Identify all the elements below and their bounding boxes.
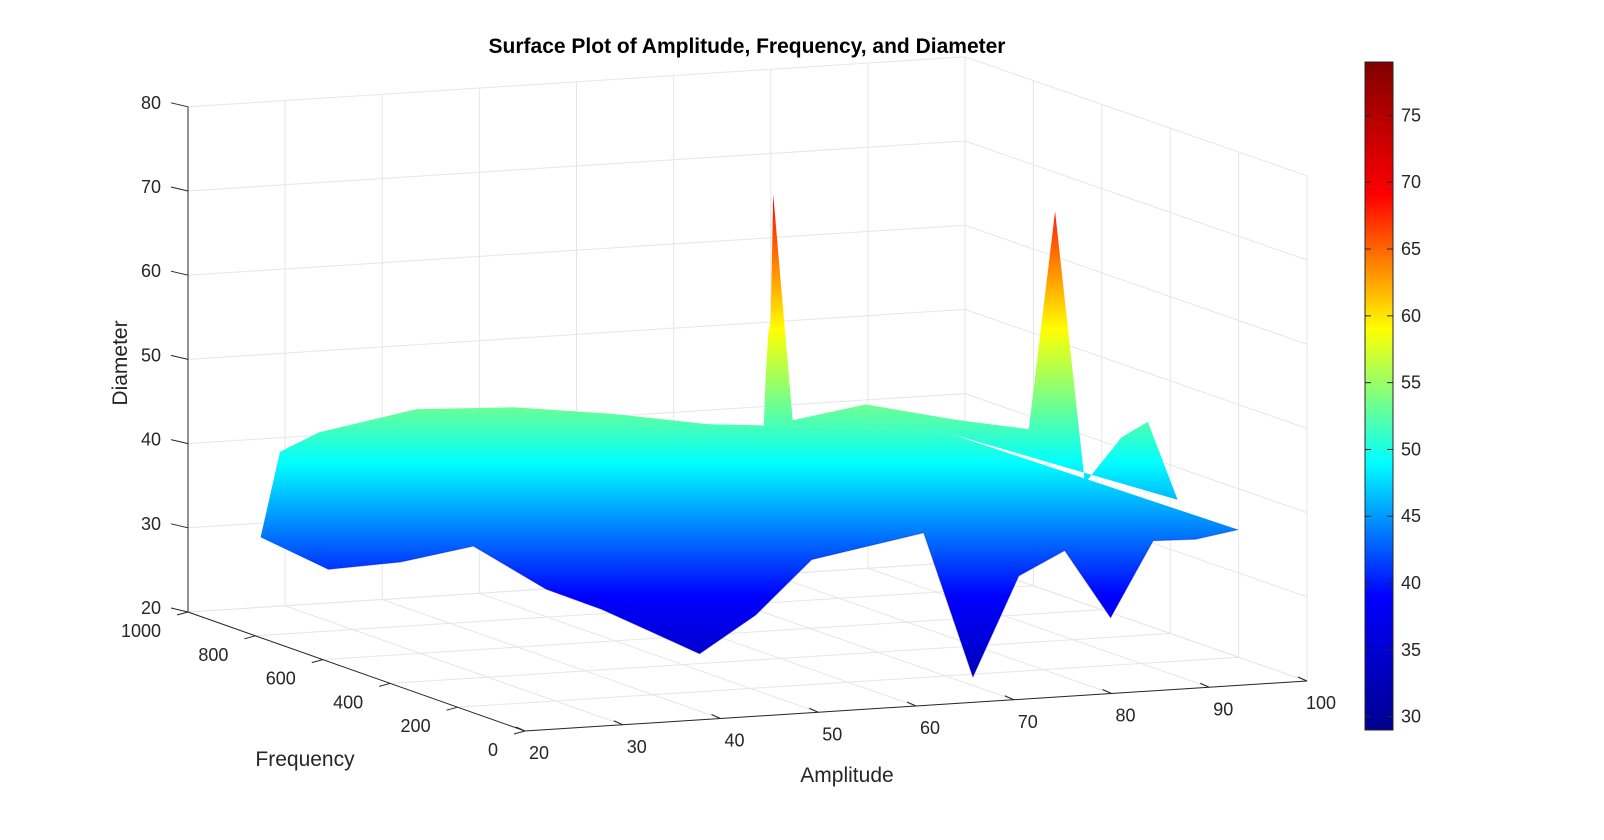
z-tick-mark bbox=[170, 523, 189, 529]
colorbar-tick-label: 35 bbox=[1401, 640, 1421, 660]
colorbar-tick-label: 60 bbox=[1401, 306, 1421, 326]
z-tick-label: 20 bbox=[141, 598, 161, 618]
x-tick-label: 90 bbox=[1213, 699, 1233, 719]
x-tick-mark bbox=[1102, 689, 1112, 694]
z-tick-mark bbox=[170, 270, 189, 276]
x-tick-mark bbox=[1297, 676, 1308, 682]
y-tick-mark bbox=[311, 659, 323, 664]
colorbar-tick-label: 75 bbox=[1401, 105, 1421, 125]
x-tick-label: 60 bbox=[920, 718, 940, 738]
y-tick-label: 600 bbox=[266, 669, 296, 689]
colorbar-tick-label: 70 bbox=[1401, 172, 1421, 192]
back-wall-gridline bbox=[187, 308, 966, 360]
floor-gridline bbox=[284, 605, 623, 726]
x-tick-label: 80 bbox=[1115, 706, 1135, 726]
x-tick-mark bbox=[906, 701, 917, 707]
x-tick-mark bbox=[1200, 682, 1210, 688]
z-tick-mark bbox=[170, 186, 189, 192]
y-tick-label: 1000 bbox=[121, 621, 161, 641]
x-tick-label: 40 bbox=[724, 731, 744, 751]
back-wall-gridline bbox=[187, 224, 966, 276]
y-tick-mark bbox=[244, 635, 256, 640]
z-tick-label: 80 bbox=[141, 93, 161, 113]
z-tick-mark bbox=[170, 439, 189, 445]
y-tick-mark bbox=[513, 730, 526, 735]
colorbar-fill bbox=[1364, 61, 1394, 731]
floor-gridline bbox=[390, 632, 1171, 684]
z-tick-label: 60 bbox=[141, 261, 161, 281]
x-tick-mark bbox=[809, 707, 819, 713]
surface-peaks bbox=[566, 194, 1178, 500]
x-tick-label: 20 bbox=[529, 743, 549, 763]
y-tick-mark bbox=[446, 706, 458, 711]
floor-gridline bbox=[867, 567, 1210, 688]
z-tick-label: 30 bbox=[141, 514, 161, 534]
side-wall-gridline bbox=[964, 561, 1308, 682]
floor-gridline bbox=[382, 599, 721, 719]
y-axis-line bbox=[187, 611, 526, 732]
surface-body bbox=[260, 407, 1239, 677]
axes bbox=[170, 102, 1308, 735]
z-tick-label: 40 bbox=[141, 430, 161, 450]
x-tick-mark bbox=[711, 714, 721, 719]
chart-title: Surface Plot of Amplitude, Frequency, an… bbox=[489, 35, 1006, 58]
surface-front-edge bbox=[327, 529, 1239, 679]
side-wall-gridline bbox=[964, 56, 1308, 177]
y-tick-label: 200 bbox=[401, 716, 431, 736]
z-axis-label: Diameter bbox=[109, 320, 132, 405]
y-tick-label: 400 bbox=[333, 692, 363, 712]
y-tick-mark bbox=[379, 682, 391, 687]
y-tick-mark bbox=[176, 611, 189, 616]
colorbar-tick-label: 50 bbox=[1401, 439, 1421, 459]
colorbar-tick-label: 55 bbox=[1401, 373, 1421, 393]
x-axis-label: Amplitude bbox=[800, 764, 893, 787]
back-wall-gridline bbox=[187, 56, 966, 108]
side-wall-gridline bbox=[964, 224, 1308, 345]
floor-gridline bbox=[479, 592, 819, 713]
y-tick-label: 800 bbox=[198, 645, 228, 665]
x-tick-mark bbox=[613, 720, 623, 726]
colorbar-tick-label: 45 bbox=[1401, 506, 1421, 526]
z-tick-label: 70 bbox=[141, 177, 161, 197]
floor-gridline bbox=[770, 574, 1112, 694]
colorbar-tick-label: 30 bbox=[1401, 707, 1421, 727]
side-wall-gridline bbox=[964, 140, 1308, 261]
colorbar-tick-label: 65 bbox=[1401, 239, 1421, 259]
x-tick-label: 30 bbox=[627, 737, 647, 757]
colorbar: 30 35 40 45 50 55 60 65 70 75 bbox=[1364, 61, 1421, 731]
x-tick-label: 100 bbox=[1306, 693, 1336, 713]
x-tick-mark bbox=[515, 726, 526, 732]
tick-labels: 20 30 40 50 60 70 80 90 100020040060080010002030… bbox=[121, 93, 1336, 763]
grid-layer bbox=[187, 56, 1308, 732]
x-tick-label: 50 bbox=[822, 724, 842, 744]
surface bbox=[260, 194, 1239, 679]
back-wall-gridline bbox=[187, 140, 966, 192]
z-tick-mark bbox=[170, 102, 189, 108]
x-tick-mark bbox=[1004, 695, 1014, 701]
y-tick-label: 0 bbox=[488, 740, 498, 760]
side-wall-gridline bbox=[964, 308, 1308, 429]
z-tick-mark bbox=[170, 354, 189, 360]
colorbar-tick-label: 40 bbox=[1401, 573, 1421, 593]
z-tick-mark bbox=[170, 607, 189, 613]
x-tick-label: 70 bbox=[1018, 712, 1038, 732]
z-tick-label: 50 bbox=[141, 345, 161, 365]
y-axis-label: Frequency bbox=[255, 748, 355, 771]
floor-gridline bbox=[457, 656, 1239, 708]
colorbar-ticks: 30 35 40 45 50 55 60 65 70 75 bbox=[1365, 105, 1421, 727]
